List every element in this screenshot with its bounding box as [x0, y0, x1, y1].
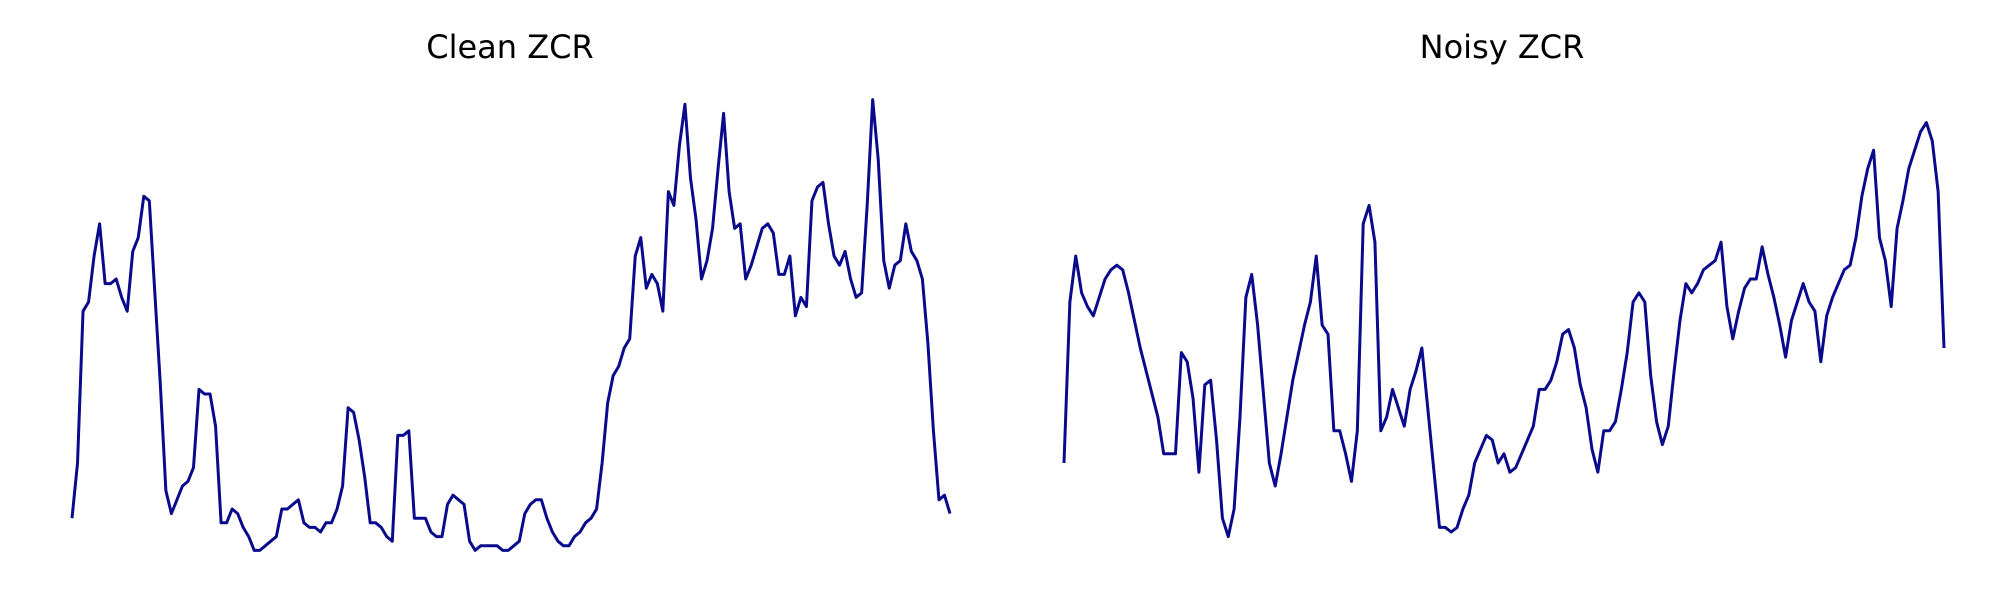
noisy-zcr-title: Noisy ZCR	[1420, 28, 1585, 66]
clean-zcr-panel: Clean ZCR	[70, 28, 952, 552]
clean-zcr-series-line	[70, 98, 952, 552]
noisy-zcr-panel: Noisy ZCR	[1062, 28, 1946, 539]
noisy-zcr-series-line	[1062, 121, 1946, 539]
clean-zcr-title: Clean ZCR	[426, 28, 593, 66]
